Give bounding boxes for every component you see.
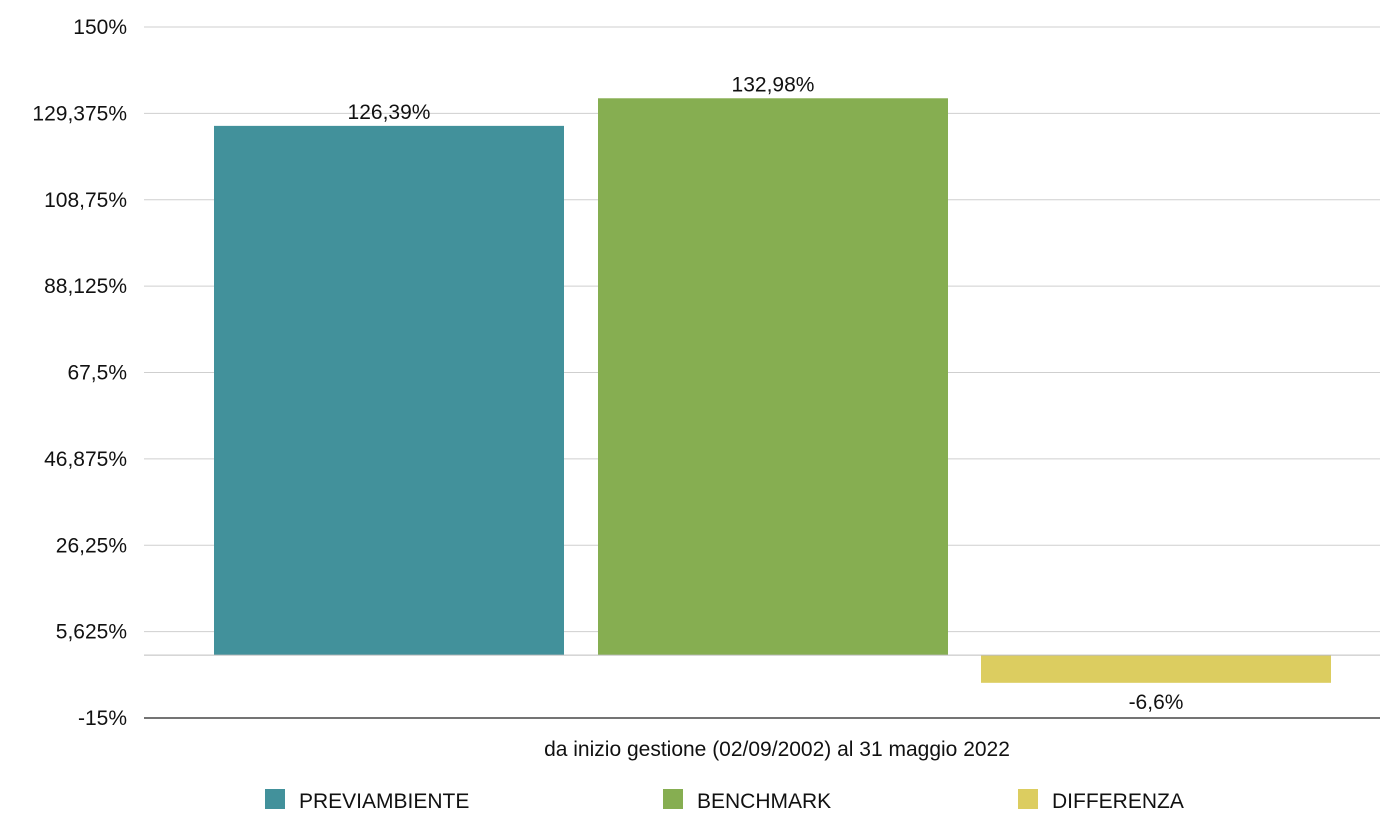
y-tick-label: -15% [78,707,127,730]
legend-swatch-differenza [1018,789,1038,809]
legend-label-previambiente: PREVIAMBIENTE [299,790,469,812]
bars [214,98,1331,683]
y-tick-label: 129,375% [32,102,127,125]
bar-previambiente [214,125,564,656]
data-label-differenza: -6,6% [1129,691,1184,714]
legend-label-differenza: DIFFERENZA [1052,790,1184,812]
y-tick-label: 46,875% [44,448,127,471]
data-label-benchmark: 132,98% [732,73,815,96]
x-axis-label: da inizio gestione (02/09/2002) al 31 ma… [544,738,1010,761]
bar-differenza [981,655,1331,683]
bar-benchmark [598,98,948,656]
legend-swatch-previambiente [265,789,285,809]
data-labels: 126,39% 132,98% -6,6% [348,73,1184,714]
legend-label-benchmark: BENCHMARK [697,790,831,812]
y-tick-label: 150% [73,16,127,39]
data-label-previambiente: 126,39% [348,101,431,124]
legend: PREVIAMBIENTE BENCHMARK DIFFERENZA [265,789,1184,813]
y-tick-label: 88,125% [44,275,127,298]
y-tick-label: 5,625% [56,621,127,644]
legend-swatch-benchmark [663,789,683,809]
y-axis-ticks: -15% 5,625% 26,25% 46,875% 67,5% 88,125% 108,7… [32,16,127,730]
y-tick-label: 67,5% [67,362,127,385]
y-tick-label: 108,75% [44,189,127,212]
y-tick-label: 26,25% [56,534,127,557]
